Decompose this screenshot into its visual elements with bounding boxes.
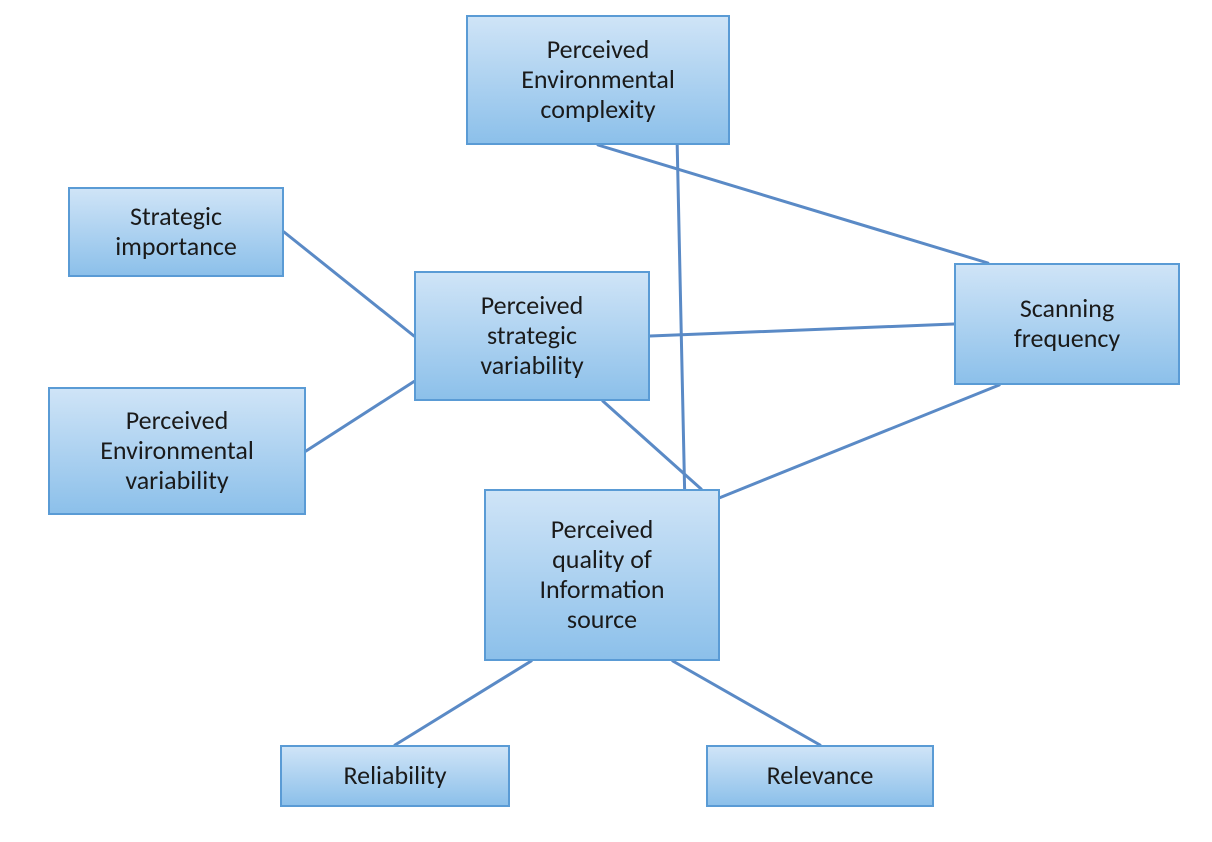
node-perceived-strategic-variability: Perceived strategic variability [414,271,650,401]
node-label: Reliability [343,761,446,791]
node-relevance: Relevance [706,745,934,807]
node-label: Strategic importance [115,202,237,262]
node-scanning-frequency: Scanning frequency [954,263,1180,385]
diagram-canvas: Perceived Environmental complexity Strat… [0,0,1212,842]
node-label: Perceived quality of Information source [539,515,664,635]
node-perceived-quality-of-information-source: Perceived quality of Information source [484,489,720,661]
node-perceived-environmental-variability: Perceived Environmental variability [48,387,306,515]
node-label: Perceived strategic variability [480,291,583,381]
node-label: Relevance [767,761,874,791]
node-perceived-environmental-complexity: Perceived Environmental complexity [466,15,730,145]
node-label: Scanning frequency [1014,294,1120,354]
node-strategic-importance: Strategic importance [68,187,284,277]
node-label: Perceived Environmental complexity [521,35,675,125]
node-reliability: Reliability [280,745,510,807]
node-label: Perceived Environmental variability [100,406,254,496]
